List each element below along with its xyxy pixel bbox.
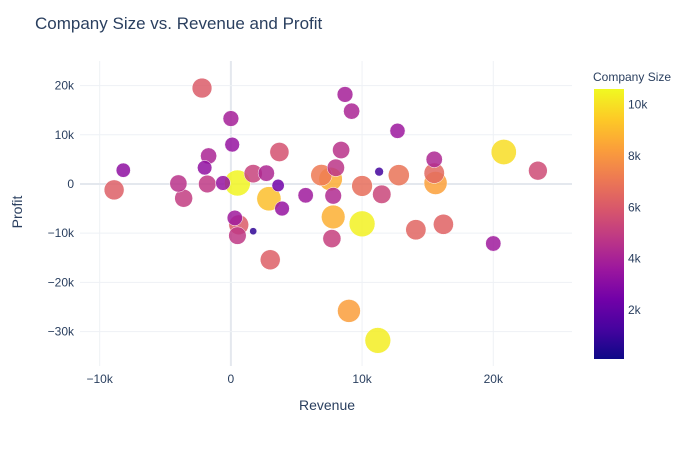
scatter-point[interactable]: [433, 214, 454, 235]
y-tick-label: 20k: [55, 79, 75, 93]
scatter-point[interactable]: [388, 164, 410, 186]
scatter-point[interactable]: [197, 160, 213, 176]
x-tick-label: 0: [228, 372, 235, 386]
scatter-point[interactable]: [425, 150, 443, 168]
scatter-point[interactable]: [249, 227, 258, 236]
scatter-point[interactable]: [269, 142, 290, 162]
scatter-point[interactable]: [485, 235, 502, 252]
x-axis-ticks: −10k 0 10k 20k: [87, 372, 504, 386]
y-axis-ticks: −30k −20k −10k 0 10k 20k: [48, 79, 75, 339]
scatter-point[interactable]: [103, 179, 125, 201]
scatter-point[interactable]: [198, 174, 217, 194]
scatter-point[interactable]: [337, 299, 361, 323]
colorbar-tick-label: 10k: [628, 97, 648, 111]
scatter-point[interactable]: [372, 184, 392, 204]
colorbar-tick-label: 6k: [628, 200, 642, 214]
scatter-point[interactable]: [256, 186, 282, 212]
scatter-point[interactable]: [169, 174, 188, 193]
y-tick-label: −30k: [48, 325, 75, 339]
scatter-point[interactable]: [336, 86, 354, 103]
points: [103, 77, 548, 354]
y-tick-label: −20k: [48, 275, 75, 289]
colorbar-tick-label: 2k: [628, 303, 642, 317]
scatter-point[interactable]: [364, 327, 391, 354]
scatter-point[interactable]: [528, 161, 548, 181]
scatter-point[interactable]: [324, 187, 342, 205]
scatter-point[interactable]: [490, 139, 517, 165]
scatter-point[interactable]: [326, 158, 345, 177]
y-tick-label: −10k: [48, 226, 75, 240]
y-tick-label: 0: [67, 177, 74, 191]
scatter-point[interactable]: [215, 175, 231, 191]
colorbar-tick-label: 8k: [628, 149, 642, 163]
scatter-point[interactable]: [224, 136, 240, 153]
scatter-point[interactable]: [405, 219, 427, 241]
scatter-point[interactable]: [322, 229, 342, 248]
scatter-point[interactable]: [321, 204, 346, 230]
colorbar-gradient: [594, 89, 624, 359]
scatter-point[interactable]: [274, 200, 290, 217]
colorbar-tick-label: 4k: [628, 252, 642, 266]
scatter-point[interactable]: [343, 102, 360, 120]
scatter-point[interactable]: [297, 187, 314, 204]
x-tick-label: 10k: [352, 372, 372, 386]
scatter-point[interactable]: [351, 175, 373, 197]
colorbar: Company Size 2k 4k 6k 8k 10k: [593, 70, 671, 359]
scatter-point[interactable]: [257, 164, 275, 182]
chart-title: Company Size vs. Revenue and Profit: [35, 14, 323, 33]
scatter-point[interactable]: [226, 209, 243, 226]
colorbar-ticks: 2k 4k 6k 8k 10k: [628, 97, 648, 317]
scatter-point[interactable]: [191, 77, 213, 99]
scatter-point[interactable]: [374, 167, 384, 177]
y-axis-title: Profit: [9, 196, 25, 229]
scatter-point[interactable]: [271, 178, 285, 192]
scatter-point[interactable]: [332, 141, 350, 159]
x-tick-label: 20k: [484, 372, 504, 386]
y-tick-label: 10k: [55, 128, 75, 142]
x-tick-label: −10k: [87, 372, 114, 386]
colorbar-title: Company Size: [593, 70, 671, 84]
scatter-point[interactable]: [348, 210, 376, 238]
scatter-point[interactable]: [115, 162, 131, 178]
scatter-point[interactable]: [260, 249, 281, 270]
scatter-point[interactable]: [222, 110, 240, 127]
x-axis-title: Revenue: [299, 397, 355, 413]
scatter-point[interactable]: [389, 122, 406, 139]
scatter-point[interactable]: [228, 226, 247, 245]
